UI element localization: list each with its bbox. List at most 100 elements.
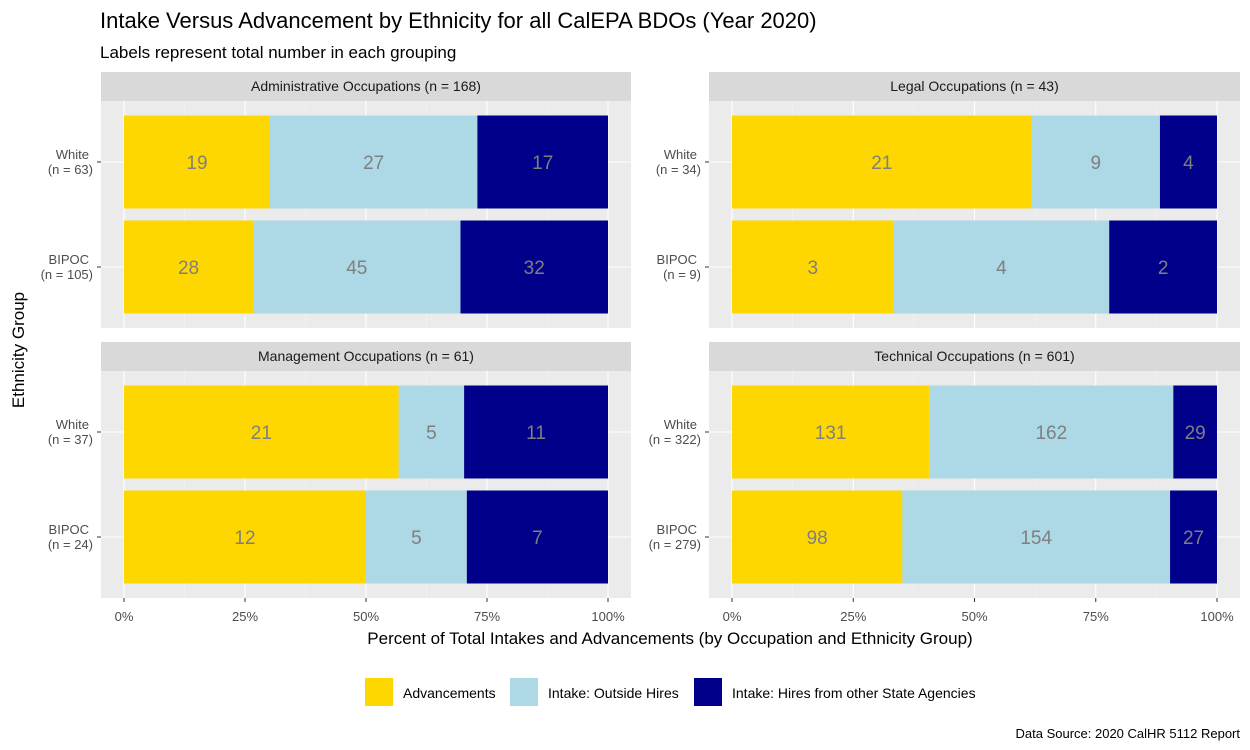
bar-value-label: 45	[346, 258, 367, 279]
bar-segment	[253, 220, 461, 314]
x-tick-label: 0%	[723, 609, 742, 624]
legend-item: Intake: Hires from other State Agencies	[694, 678, 976, 706]
x-tick-label: 25%	[232, 609, 258, 624]
bar-segment	[902, 490, 1171, 584]
legend-swatch	[365, 678, 393, 706]
bar-value-label: 98	[807, 528, 828, 549]
bar-segment	[124, 220, 254, 314]
x-tick-label: 75%	[1083, 609, 1109, 624]
y-tick-sublabel: (n = 34)	[656, 162, 701, 177]
y-tick-label: BIPOC	[49, 522, 89, 537]
bar-segment	[460, 220, 608, 314]
legend-swatch	[694, 678, 722, 706]
chart-subtitle: Labels represent total number in each gr…	[100, 43, 456, 62]
y-tick-sublabel: (n = 63)	[48, 162, 93, 177]
y-tick-label: White	[56, 417, 89, 432]
bar-segment	[929, 385, 1174, 479]
data-source-caption: Data Source: 2020 CalHR 5112 Report	[1016, 726, 1241, 741]
facet-strip	[101, 72, 631, 101]
bar-value-label: 5	[426, 423, 437, 444]
legend: Advancements Intake: Outside Hires Intake:…	[365, 678, 976, 706]
facet-panel: Administrative Occupations (n = 168) 19 27…	[41, 72, 631, 328]
bar-value-label: 162	[1035, 423, 1067, 444]
y-tick-label: BIPOC	[657, 252, 697, 267]
bar-segment	[366, 490, 467, 584]
bar-segment	[1109, 220, 1217, 314]
legend-label: Intake: Outside Hires	[548, 685, 679, 701]
bar-value-label: 27	[1183, 528, 1204, 549]
y-axis-title: Ethnicity Group	[9, 292, 28, 408]
bar-segment	[732, 490, 903, 584]
bar-segment	[464, 385, 608, 479]
facet-title: Management Occupations (n = 61)	[258, 348, 474, 364]
bar-value-label: 9	[1090, 153, 1101, 174]
y-tick-label: White	[664, 417, 697, 432]
bar-value-label: 29	[1185, 423, 1206, 444]
y-tick-label: White	[56, 147, 89, 162]
facet-strip	[101, 342, 631, 371]
y-tick-sublabel: (n = 322)	[649, 432, 701, 447]
x-tick-label: 25%	[840, 609, 866, 624]
bar-value-label: 32	[524, 258, 545, 279]
x-tick-label: 100%	[1200, 609, 1234, 624]
bar-value-label: 5	[411, 528, 422, 549]
bar-segment	[893, 220, 1110, 314]
x-tick-label: 100%	[591, 609, 625, 624]
x-tick-label: 0%	[115, 609, 134, 624]
bar-value-label: 27	[363, 153, 384, 174]
bar-value-label: 2	[1158, 258, 1169, 279]
legend-label: Intake: Hires from other State Agencies	[732, 685, 976, 701]
facet-title: Legal Occupations (n = 43)	[890, 78, 1059, 94]
bar-segment	[269, 115, 478, 209]
y-tick-label: BIPOC	[657, 522, 697, 537]
bar-value-label: 21	[251, 423, 272, 444]
legend-item: Intake: Outside Hires	[510, 678, 679, 706]
legend-label: Advancements	[403, 685, 496, 701]
y-tick-label: White	[664, 147, 697, 162]
bar-segment	[124, 385, 399, 479]
y-tick-label: BIPOC	[49, 252, 89, 267]
y-tick-sublabel: (n = 105)	[41, 267, 93, 282]
y-tick-sublabel: (n = 37)	[48, 432, 93, 447]
bar-segment	[732, 385, 930, 479]
chart-title: Intake Versus Advancement by Ethnicity f…	[100, 8, 817, 33]
bar-value-label: 131	[815, 423, 847, 444]
bar-segment	[124, 115, 270, 209]
bar-value-label: 12	[234, 528, 255, 549]
bar-segment	[1031, 115, 1160, 209]
bar-value-label: 11	[526, 423, 546, 444]
bar-segment	[1173, 385, 1217, 479]
bar-value-label: 4	[996, 258, 1007, 279]
y-tick-sublabel: (n = 24)	[48, 537, 93, 552]
bar-segment	[1170, 490, 1217, 584]
y-tick-sublabel: (n = 279)	[649, 537, 701, 552]
legend-item: Advancements	[365, 678, 496, 706]
facet-panel: Technical Occupations (n = 601) 131 162 29 W…	[649, 342, 1240, 624]
bar-segment	[477, 115, 608, 209]
bar-value-label: 17	[532, 153, 553, 174]
legend-swatch	[510, 678, 538, 706]
facet-strip	[709, 72, 1240, 101]
facet-panel: Management Occupations (n = 61) 21 5 11 Whit…	[48, 342, 631, 624]
panels: Administrative Occupations (n = 168)19 27…	[41, 72, 1240, 624]
x-tick-label: 50%	[961, 609, 987, 624]
bar-value-label: 21	[871, 153, 892, 174]
facet-title: Administrative Occupations (n = 168)	[251, 78, 481, 94]
facet-title: Technical Occupations (n = 601)	[874, 348, 1074, 364]
bar-value-label: 7	[532, 528, 543, 549]
x-tick-label: 75%	[474, 609, 500, 624]
bar-value-label: 4	[1183, 153, 1194, 174]
x-axis-title: Percent of Total Intakes and Advancement…	[367, 629, 972, 648]
facet-strip	[709, 342, 1240, 371]
bar-value-label: 28	[178, 258, 199, 279]
bar-segment	[1159, 115, 1217, 209]
bar-value-label: 154	[1020, 528, 1052, 549]
bar-segment	[398, 385, 465, 479]
y-tick-sublabel: (n = 9)	[663, 267, 701, 282]
bar-value-label: 19	[186, 153, 207, 174]
bar-segment	[732, 115, 1032, 209]
bar-segment	[466, 490, 608, 584]
bar-segment	[732, 220, 894, 314]
